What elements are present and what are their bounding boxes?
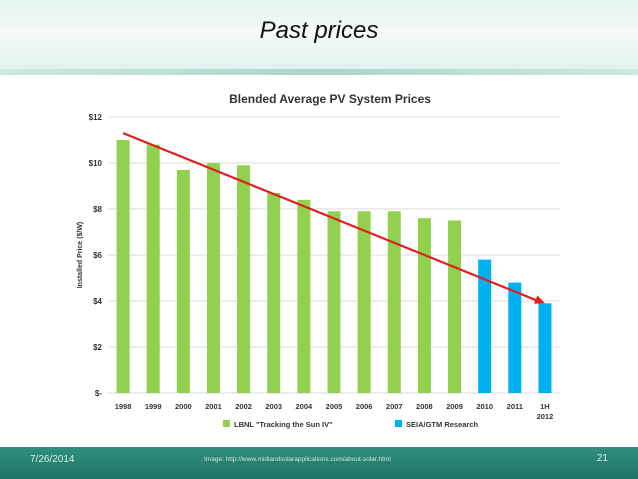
page-number: 21 bbox=[596, 453, 608, 464]
x-tick-label: 2011 bbox=[507, 402, 523, 411]
header-band bbox=[0, 69, 638, 75]
slide-title: Past prices bbox=[259, 17, 379, 44]
trend-arrow bbox=[122, 132, 545, 304]
x-tick-label: 2008 bbox=[416, 402, 433, 411]
bar bbox=[237, 165, 251, 393]
y-tick-label: $2 bbox=[93, 343, 102, 352]
footer-date: 7/26/2014 bbox=[30, 454, 75, 465]
x-tick-label: 2003 bbox=[265, 402, 282, 411]
y-tick-label: $6 bbox=[93, 251, 102, 260]
legend: LBNL "Tracking the Sun IV" SEIA/GTM Resea… bbox=[223, 420, 479, 429]
x-tick-label: 1998 bbox=[115, 402, 132, 411]
legend-label: SEIA/GTM Research bbox=[406, 420, 479, 429]
y-tick-label: $8 bbox=[93, 205, 102, 214]
bar bbox=[116, 140, 130, 393]
bar bbox=[538, 303, 552, 393]
x-tick-label: 2010 bbox=[476, 402, 493, 411]
legend-swatch bbox=[223, 420, 230, 427]
chart-title: Blended Average PV System Prices bbox=[229, 92, 431, 106]
bar bbox=[478, 259, 492, 393]
x-tick-label: 2012 bbox=[537, 412, 554, 421]
x-tick-label: 2005 bbox=[326, 402, 343, 411]
tick-labels: $- $2 $4 $6 $8 $10 $12 1998 1999 2000 2001 2002 2003… bbox=[89, 113, 554, 421]
bar bbox=[267, 192, 281, 393]
x-tick-label: 2004 bbox=[296, 402, 314, 411]
bar bbox=[206, 163, 220, 393]
x-tick-label: 2007 bbox=[386, 402, 403, 411]
bar bbox=[357, 211, 371, 393]
bar bbox=[297, 199, 311, 393]
bars bbox=[116, 140, 552, 393]
arrow-head bbox=[533, 295, 545, 304]
x-tick-label: 2006 bbox=[356, 402, 373, 411]
bar bbox=[146, 144, 160, 393]
x-tick-label: 1999 bbox=[145, 402, 162, 411]
y-axis-label: Installed Price ($/W) bbox=[77, 222, 84, 289]
x-tick-label: 1H bbox=[540, 402, 550, 411]
x-tick-label: 2000 bbox=[175, 402, 192, 411]
bar bbox=[508, 282, 522, 393]
slide-header bbox=[0, 0, 638, 75]
legend-label: LBNL "Tracking the Sun IV" bbox=[234, 420, 333, 429]
x-tick-label: 2009 bbox=[446, 402, 463, 411]
bar bbox=[176, 169, 190, 393]
x-tick-label: 2002 bbox=[235, 402, 252, 411]
bar bbox=[417, 218, 431, 393]
bar bbox=[327, 211, 341, 393]
slide-footer: 7/26/2014 Image: http://www.midlandsolar… bbox=[0, 447, 638, 479]
legend-swatch bbox=[395, 420, 402, 427]
y-tick-label: $12 bbox=[89, 113, 103, 122]
footer-credit: Image: http://www.midlandsolarapplicatio… bbox=[204, 456, 391, 463]
bar bbox=[448, 220, 462, 393]
y-tick-label: $10 bbox=[89, 159, 103, 168]
y-tick-label: $4 bbox=[93, 297, 102, 306]
trend-line bbox=[122, 132, 540, 303]
bar bbox=[387, 211, 401, 393]
x-tick-label: 2001 bbox=[205, 402, 222, 411]
y-tick-label: $- bbox=[95, 389, 102, 398]
